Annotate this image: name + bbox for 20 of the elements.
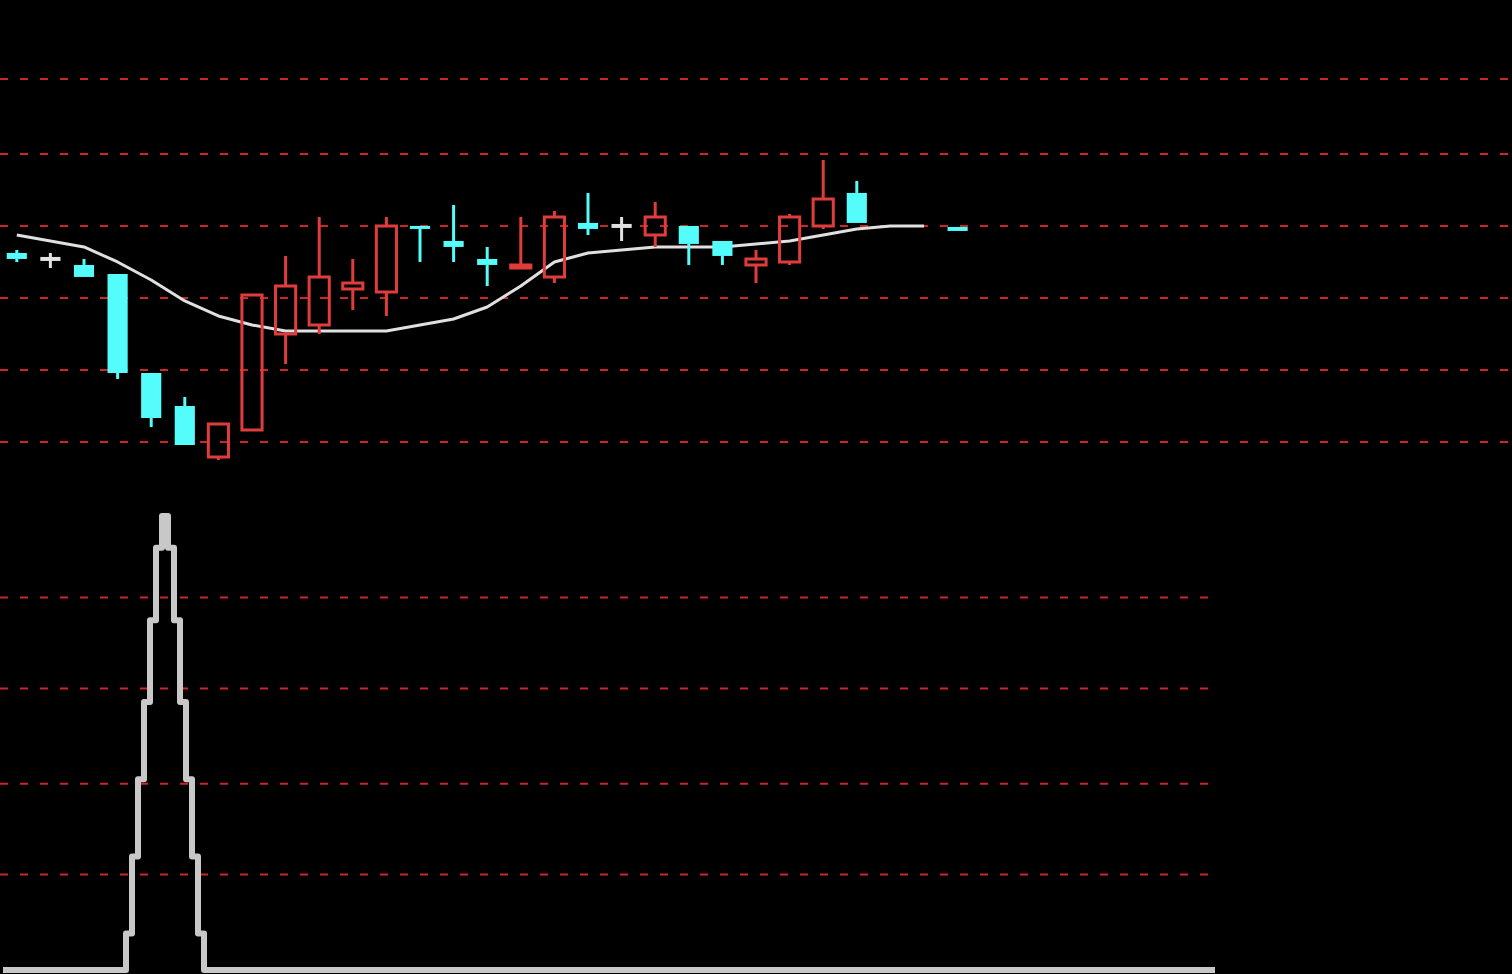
candlestick (409, 225, 431, 264)
candlestick (6, 248, 27, 264)
candlestick (577, 191, 599, 237)
candlestick (477, 245, 498, 288)
candlestick (341, 257, 365, 312)
candlestick (609, 215, 634, 243)
candlestick (846, 179, 867, 223)
candlestick (509, 215, 533, 270)
candlestick (307, 215, 331, 336)
candlestick (174, 395, 195, 445)
candlestick (443, 203, 464, 264)
candlestick (274, 254, 298, 366)
candlestick (744, 248, 768, 285)
candlestick (811, 158, 835, 231)
candlestick (107, 273, 128, 381)
candlestick (712, 240, 733, 267)
candlestick (374, 215, 398, 318)
candlestick (141, 372, 162, 429)
candlestick (73, 257, 95, 277)
candlestick (643, 200, 667, 249)
